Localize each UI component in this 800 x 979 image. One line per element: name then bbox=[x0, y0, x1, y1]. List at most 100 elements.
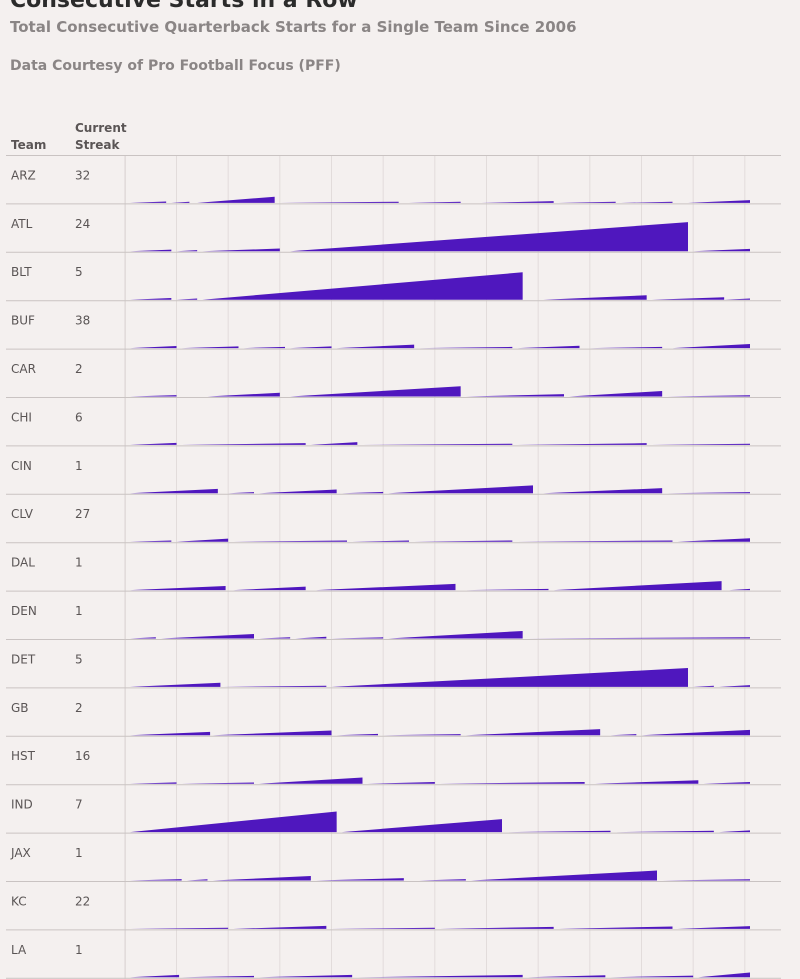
streak-wedge bbox=[130, 346, 177, 349]
streak-column-header: Current Streak bbox=[75, 120, 135, 154]
streak-wedge bbox=[507, 830, 611, 833]
streak-wedge bbox=[383, 734, 461, 736]
streak-wedge bbox=[341, 491, 384, 494]
streak-wedge bbox=[409, 201, 461, 203]
streak-wedge bbox=[543, 488, 663, 494]
streak-value: 1 bbox=[75, 943, 83, 957]
streak-wedge bbox=[130, 879, 182, 881]
streak-wedge bbox=[130, 974, 180, 978]
streak-value: 5 bbox=[75, 265, 83, 279]
team-row-jax: JAX 1 bbox=[6, 846, 781, 882]
streak-wedge bbox=[595, 780, 699, 784]
streak-wedge bbox=[130, 442, 177, 445]
streak-wedge bbox=[677, 926, 750, 929]
team-row-gb: GB 2 bbox=[6, 701, 781, 737]
streak-wedge bbox=[558, 201, 616, 203]
streak-value: 6 bbox=[75, 410, 83, 424]
streak-wedge bbox=[290, 222, 688, 252]
streak-value: 16 bbox=[75, 749, 90, 763]
streak-wedge bbox=[202, 272, 523, 300]
streak-wedge bbox=[186, 879, 208, 881]
team-label: DET bbox=[11, 652, 36, 666]
streak-wedge bbox=[130, 782, 177, 784]
streak-wedge bbox=[662, 879, 750, 881]
team-label: ATL bbox=[11, 217, 33, 231]
team-label: CAR bbox=[11, 362, 36, 376]
streak-wedge bbox=[651, 443, 750, 445]
team-label: DEN bbox=[11, 604, 37, 618]
streak-wedge bbox=[130, 297, 172, 300]
streak-wedge bbox=[667, 492, 750, 494]
streak-wedge bbox=[130, 585, 226, 591]
streak-wedge bbox=[233, 925, 327, 929]
team-row-ind: IND 7 bbox=[6, 798, 781, 834]
streak-wedge bbox=[259, 637, 291, 639]
streak-wedge bbox=[181, 975, 254, 978]
streak-wedge bbox=[610, 975, 694, 978]
streak-wedge bbox=[171, 201, 190, 203]
team-column-header: Team bbox=[11, 138, 47, 152]
streak-wedge bbox=[130, 637, 156, 639]
streak-value: 7 bbox=[75, 798, 83, 812]
team-row-cin: CIN 1 bbox=[6, 459, 781, 495]
streak-wedge bbox=[558, 926, 673, 929]
streak-wedge bbox=[243, 346, 285, 349]
team-row-blt: BLT 5 bbox=[6, 265, 781, 302]
streak-wedge bbox=[589, 346, 663, 349]
streak-wedge bbox=[202, 248, 280, 252]
team-row-dal: DAL 1 bbox=[6, 556, 781, 592]
streak-wedge bbox=[553, 581, 722, 591]
streak-wedge bbox=[223, 685, 327, 687]
streak-wedge bbox=[677, 538, 750, 542]
streak-wedge bbox=[212, 730, 332, 736]
streak-value: 1 bbox=[75, 604, 83, 618]
streak-wedge bbox=[693, 248, 750, 252]
streak-wedge bbox=[703, 781, 750, 784]
streak-value: 38 bbox=[75, 314, 90, 328]
team-label: JAX bbox=[10, 846, 31, 860]
streak-wedge bbox=[620, 201, 673, 203]
streak-wedge bbox=[130, 249, 172, 252]
streak-wedge bbox=[388, 630, 523, 639]
streak-wedge bbox=[331, 637, 384, 639]
streak-wedge bbox=[569, 391, 663, 397]
streak-wedge bbox=[212, 876, 311, 881]
streak-wedge bbox=[543, 295, 647, 300]
team-row-la: LA 1 bbox=[6, 943, 781, 979]
streak-wedge bbox=[729, 588, 750, 591]
team-label: HST bbox=[11, 749, 36, 763]
streak-wedge bbox=[414, 540, 513, 542]
streak-wedge bbox=[310, 442, 358, 445]
streak-value: 27 bbox=[75, 507, 90, 521]
team-label: LA bbox=[11, 943, 27, 957]
streak-wedge bbox=[207, 392, 280, 397]
streak-wedge bbox=[367, 781, 435, 784]
streak-wedge bbox=[316, 583, 456, 591]
streak-wedge bbox=[719, 685, 750, 687]
streak-wedge bbox=[672, 343, 750, 349]
team-label: KC bbox=[11, 894, 27, 908]
streak-wedge bbox=[440, 926, 554, 929]
streak-wedge bbox=[527, 975, 606, 978]
streak-wedge bbox=[362, 443, 513, 445]
team-label: DAL bbox=[11, 556, 35, 570]
streak-wedge bbox=[419, 879, 466, 881]
streak-wedge bbox=[693, 685, 714, 687]
team-row-den: DEN 1 bbox=[6, 604, 781, 640]
streak-wedge bbox=[197, 196, 275, 203]
team-row-chi: CHI 6 bbox=[6, 410, 781, 447]
streak-wedge bbox=[615, 830, 714, 833]
streak-wedge bbox=[176, 250, 198, 252]
streak-wedge bbox=[667, 395, 750, 397]
streak-wedge bbox=[130, 731, 211, 736]
streak-wedge bbox=[290, 386, 461, 397]
streak-wedge bbox=[517, 345, 580, 349]
chart-title: Consecutive Starts in a Row bbox=[10, 0, 358, 13]
team-label: CHI bbox=[11, 410, 32, 424]
streak-wedge bbox=[295, 636, 327, 639]
streak-wedge bbox=[181, 346, 239, 349]
streak-wedge bbox=[233, 586, 306, 591]
team-row-kc: KC 22 bbox=[6, 894, 781, 931]
team-row-buf: BUF 38 bbox=[6, 314, 781, 350]
